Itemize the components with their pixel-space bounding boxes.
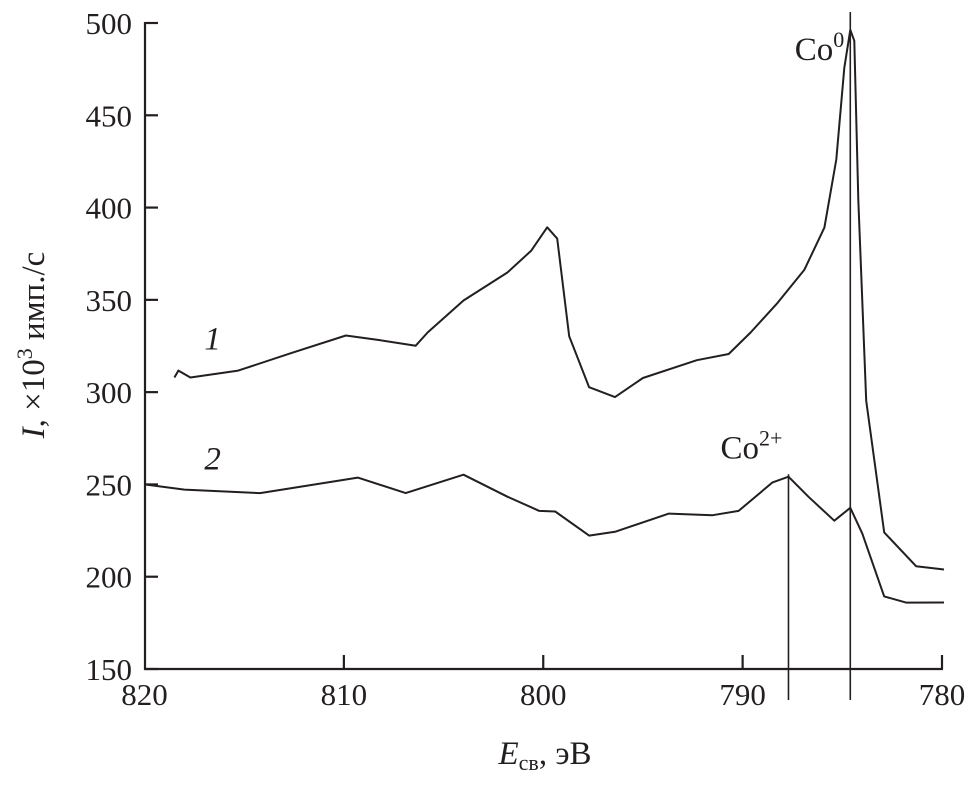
x-tick-label: 820 <box>121 677 168 712</box>
x-axis-label-var: E <box>497 736 518 772</box>
curve-label-2: 2 <box>204 442 221 478</box>
peak-annotation-text: Co <box>721 430 760 466</box>
curve-label-1: 1 <box>204 322 221 358</box>
y-axis-label-text: , ×10 <box>16 359 52 427</box>
peak-annotation: Co0 <box>795 27 845 68</box>
y-axis-label-var: I <box>16 425 52 439</box>
x-tick-label: 810 <box>321 677 368 712</box>
y-tick-label: 450 <box>86 98 133 133</box>
axes <box>143 22 943 671</box>
peak-annotation-sup: 0 <box>833 27 844 52</box>
x-tick-label: 780 <box>919 677 966 712</box>
series-1-line <box>173 28 945 571</box>
x-axis-label-sub: св <box>519 750 539 775</box>
series-2-line <box>144 473 945 604</box>
x-axis-label-unit: , эВ <box>539 736 592 772</box>
peak-annotation-text: Co <box>795 32 834 68</box>
x-tick-label: 790 <box>719 677 766 712</box>
y-axis-label-unit: имп./с <box>16 252 52 349</box>
peak-annotation: Co2+ <box>721 425 783 466</box>
x-tick-label: 800 <box>520 677 567 712</box>
y-tick-label: 250 <box>86 467 133 502</box>
y-tick-label: 500 <box>86 6 133 41</box>
y-tick-label: 350 <box>86 283 133 318</box>
y-axis-label: I, ×103 имп./с <box>12 252 52 440</box>
y-tick-label: 400 <box>86 191 133 226</box>
y-axis-label-sup: 3 <box>12 348 37 359</box>
y-tick-label: 150 <box>86 652 133 687</box>
x-axis-label: Eсв, эВ <box>497 736 591 775</box>
y-tick-label: 300 <box>86 375 133 410</box>
y-tick-label: 200 <box>86 560 133 595</box>
peak-annotation-sup: 2+ <box>759 425 782 450</box>
